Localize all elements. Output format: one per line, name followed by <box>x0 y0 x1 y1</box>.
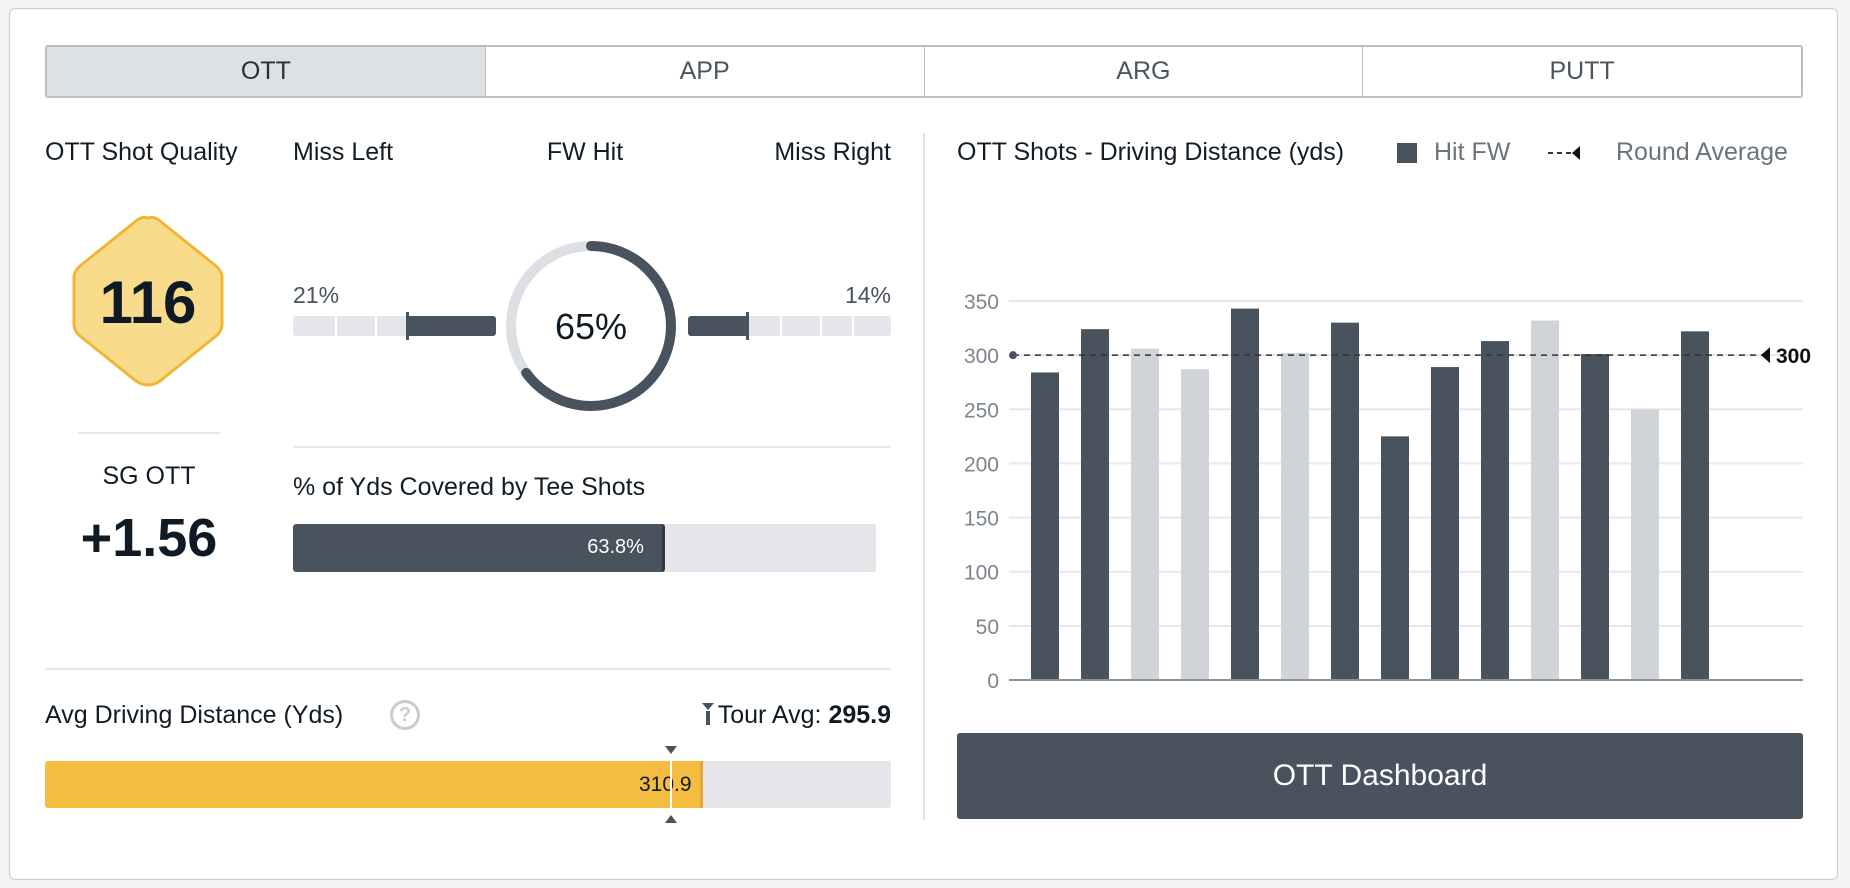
hexagon-badge <box>72 215 224 387</box>
bar <box>1181 369 1209 680</box>
y-tick-label: 150 <box>964 508 999 531</box>
legend-hit-fw-swatch <box>1397 143 1417 163</box>
avg-drive-title: Avg Driving Distance (Yds) <box>45 701 344 729</box>
bar <box>1581 354 1609 680</box>
miss-right-fill <box>688 316 747 336</box>
tab-arg[interactable]: ARG <box>923 47 1363 96</box>
average-marker-icon <box>1761 347 1770 364</box>
legend-round-average-icon <box>1548 146 1580 160</box>
average-label: 300 <box>1776 345 1811 368</box>
bar <box>1281 352 1309 680</box>
miss-right-bar <box>688 316 891 336</box>
yds-covered-value: 63.8% <box>587 536 644 558</box>
tab-app[interactable]: APP <box>484 47 924 96</box>
fw-hit-label: FW Hit <box>546 138 624 166</box>
tour-avg-label: Tour Avg: <box>717 701 822 729</box>
column-divider <box>923 133 925 820</box>
avg-drive-fill: 310.9 <box>45 761 703 808</box>
sg-label: SG OTT <box>102 462 196 490</box>
y-tick-label: 300 <box>964 345 999 368</box>
legend-round-average-label: Round Average <box>1616 138 1788 166</box>
sg-value: +1.56 <box>80 508 218 568</box>
category-tabs: OTT APP ARG PUTT <box>45 45 1803 98</box>
yds-covered-fill: 63.8% <box>293 524 665 572</box>
shot-quality-value: 116 <box>99 269 197 336</box>
tour-avg-value: 295.9 <box>828 701 891 729</box>
miss-left-marker <box>406 312 409 340</box>
shot-quality-title: OTT Shot Quality <box>45 138 238 166</box>
bar <box>1131 348 1159 680</box>
chart-svg: 0 50 100 150 200 250 300 350 300 <box>964 291 1811 693</box>
y-tick-label: 350 <box>964 291 999 314</box>
miss-right-pct: 14% <box>844 282 891 308</box>
miss-left-pct: 21% <box>293 282 340 308</box>
bar <box>1681 331 1709 680</box>
tour-avg: Tour Avg: 295.9 <box>591 701 891 730</box>
average-start-dot <box>1009 351 1017 360</box>
miss-left-fill <box>407 316 496 336</box>
avg-drive-bar: 310.9 <box>45 761 891 808</box>
y-tick-label: 0 <box>987 670 999 693</box>
miss-right-label: Miss Right <box>774 138 891 166</box>
tour-avg-marker <box>664 746 677 823</box>
tour-marker-icon <box>701 703 714 725</box>
bar <box>1031 372 1059 680</box>
tab-putt[interactable]: PUTT <box>1362 47 1801 96</box>
bar <box>1431 367 1459 680</box>
y-tick-label: 50 <box>976 616 999 639</box>
bar <box>1381 436 1409 680</box>
fw-hit-pct: 65% <box>554 306 628 347</box>
bar <box>1081 329 1109 680</box>
fw-hit-ring-fill <box>506 241 676 411</box>
divider <box>45 668 891 670</box>
divider <box>78 432 220 434</box>
bar <box>1481 341 1509 680</box>
ott-dashboard-button[interactable]: OTT Dashboard <box>957 733 1803 819</box>
divider <box>293 446 891 448</box>
legend-hit-fw-label: Hit FW <box>1434 138 1511 166</box>
tab-ott[interactable]: OTT <box>47 47 485 96</box>
yds-covered-bar: 63.8% <box>293 524 876 572</box>
fw-hit-ring <box>506 241 676 411</box>
bar <box>1231 308 1259 680</box>
miss-left-bar <box>293 316 496 336</box>
bar <box>1531 320 1559 680</box>
question-circle-icon[interactable]: ? <box>390 700 420 730</box>
y-tick-label: 250 <box>964 399 999 422</box>
bar <box>1631 409 1659 680</box>
yds-covered-title: % of Yds Covered by Tee Shots <box>293 473 646 501</box>
y-tick-label: 200 <box>964 453 999 476</box>
chart-title: OTT Shots - Driving Distance (yds) <box>957 138 1345 166</box>
y-tick-label: 100 <box>964 562 999 585</box>
bar <box>1331 322 1359 680</box>
driving-distance-chart: 0 50 100 150 200 250 300 350 300 <box>940 280 1840 700</box>
miss-left-label: Miss Left <box>293 138 394 166</box>
miss-right-marker <box>746 312 749 340</box>
avg-drive-value: 310.9 <box>638 773 692 796</box>
